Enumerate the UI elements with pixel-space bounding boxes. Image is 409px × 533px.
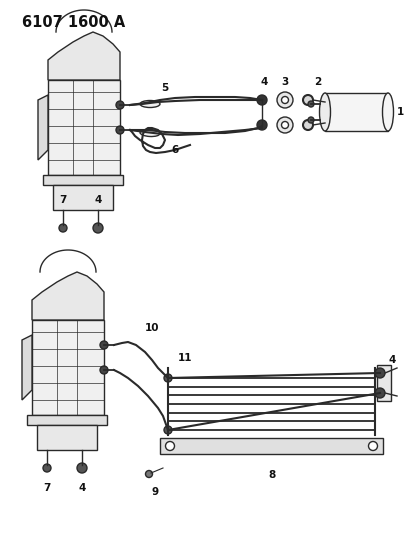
Circle shape: [374, 368, 384, 378]
Circle shape: [93, 223, 103, 233]
Polygon shape: [22, 335, 32, 400]
Ellipse shape: [319, 93, 330, 131]
Circle shape: [302, 95, 312, 105]
Bar: [37, 425, 97, 450]
Text: 4: 4: [94, 195, 101, 205]
Bar: [48, 80, 120, 175]
Text: 8: 8: [268, 470, 275, 480]
Circle shape: [100, 366, 108, 374]
Circle shape: [302, 120, 312, 130]
Circle shape: [165, 441, 174, 450]
Bar: [32, 320, 104, 415]
Circle shape: [145, 471, 152, 478]
Circle shape: [276, 92, 292, 108]
Circle shape: [256, 95, 266, 105]
Circle shape: [43, 464, 51, 472]
Circle shape: [116, 126, 124, 134]
Text: 11: 11: [178, 353, 192, 363]
Circle shape: [59, 224, 67, 232]
Bar: [53, 185, 113, 210]
Ellipse shape: [382, 93, 393, 131]
Circle shape: [307, 101, 313, 107]
Ellipse shape: [139, 130, 160, 136]
Text: 6: 6: [171, 145, 178, 155]
Text: 10: 10: [144, 323, 159, 333]
Circle shape: [100, 341, 108, 349]
Circle shape: [116, 101, 124, 109]
Text: 5: 5: [161, 83, 168, 93]
Circle shape: [281, 96, 288, 103]
Circle shape: [164, 374, 172, 382]
Circle shape: [77, 463, 87, 473]
Text: 4: 4: [387, 355, 395, 365]
Circle shape: [368, 441, 377, 450]
Text: 6107 1600 A: 6107 1600 A: [22, 14, 125, 29]
Text: 4: 4: [260, 77, 267, 87]
Text: 2: 2: [314, 77, 321, 87]
Circle shape: [281, 122, 288, 128]
Bar: [43, 175, 123, 185]
Text: 1: 1: [396, 107, 402, 117]
Circle shape: [374, 388, 384, 398]
Polygon shape: [32, 272, 104, 320]
Text: 3: 3: [281, 77, 288, 87]
Ellipse shape: [139, 101, 160, 108]
Circle shape: [307, 117, 313, 123]
Text: 4: 4: [78, 483, 85, 493]
Circle shape: [276, 117, 292, 133]
Circle shape: [164, 426, 172, 434]
Bar: [376, 365, 390, 401]
Bar: [160, 438, 382, 454]
Bar: [324, 93, 387, 131]
Text: 7: 7: [59, 195, 67, 205]
Circle shape: [256, 120, 266, 130]
Polygon shape: [48, 32, 120, 80]
Text: 7: 7: [43, 483, 51, 493]
Bar: [27, 415, 107, 425]
Text: 9: 9: [151, 487, 158, 497]
Polygon shape: [38, 95, 48, 160]
